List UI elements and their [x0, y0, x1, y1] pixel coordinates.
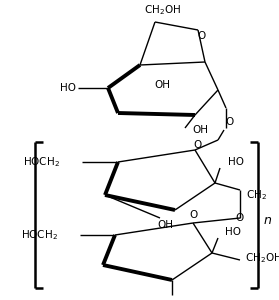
Text: O: O: [198, 31, 206, 41]
Text: CH$_2$: CH$_2$: [246, 188, 267, 202]
Text: HO: HO: [60, 83, 76, 93]
Text: HOCH$_2$: HOCH$_2$: [21, 228, 58, 242]
Text: OH: OH: [157, 220, 173, 230]
Text: HO: HO: [225, 227, 241, 237]
Text: CH$_2$OH: CH$_2$OH: [143, 3, 181, 17]
Text: HOCH$_2$: HOCH$_2$: [23, 155, 60, 169]
Text: OH: OH: [154, 80, 170, 90]
Text: O: O: [193, 140, 201, 150]
Text: O: O: [236, 213, 244, 223]
Text: OH: OH: [192, 125, 208, 135]
Text: CH$_2$OH: CH$_2$OH: [245, 251, 279, 265]
Text: O: O: [226, 117, 234, 127]
Text: O: O: [189, 210, 197, 220]
Text: HO: HO: [228, 157, 244, 167]
Text: $n$: $n$: [263, 214, 273, 226]
